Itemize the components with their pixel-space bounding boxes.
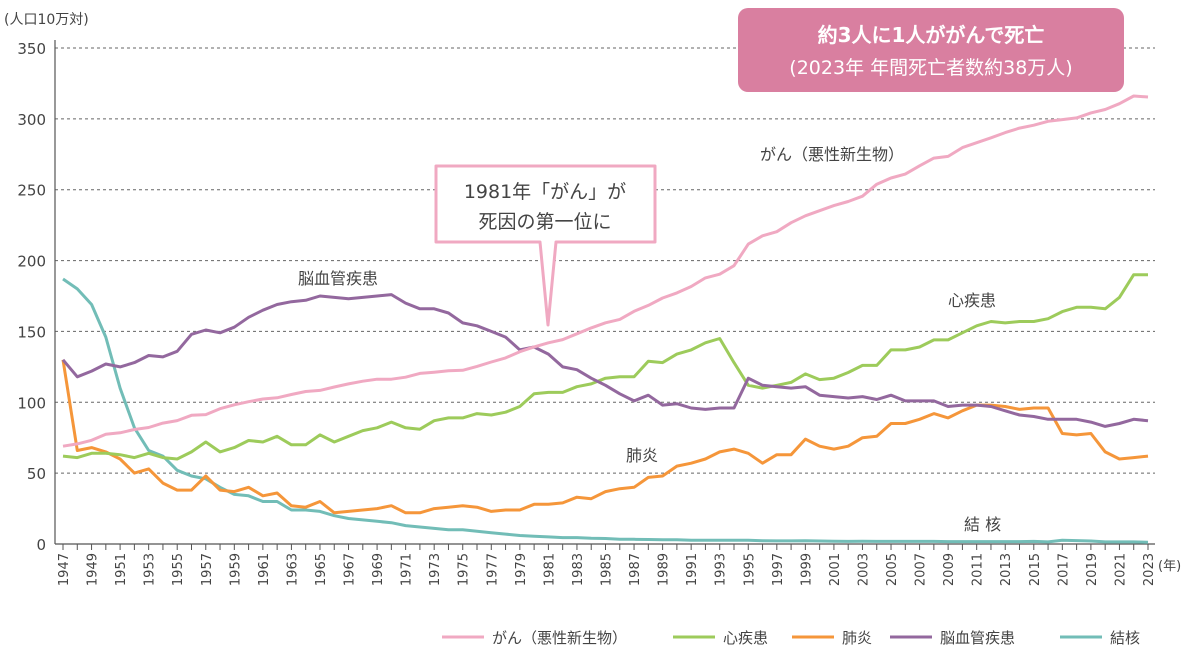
x-tick-label: 1991 [685, 553, 700, 586]
x-tick-label: 1975 [457, 553, 472, 586]
x-tick-label: 2013 [999, 553, 1014, 586]
x-tick-label: 1983 [571, 553, 586, 586]
x-tick-label: 2011 [971, 553, 986, 586]
x-tick-label: 1987 [628, 553, 643, 586]
x-tick-label: 2005 [885, 553, 900, 586]
x-tick-label: 1969 [371, 553, 386, 586]
x-tick-label: 2015 [1028, 553, 1043, 586]
x-tick-label: 1955 [171, 553, 186, 586]
series-label-heart: 心疾患 [948, 291, 996, 310]
x-tick-label: 1961 [257, 553, 272, 586]
x-tick-label: 1965 [314, 553, 329, 586]
series-line-heart [62, 273, 1148, 461]
x-tick-label: 2019 [1085, 553, 1100, 586]
x-tick-label: 2001 [828, 553, 843, 586]
y-tick-label: 200 [17, 253, 46, 271]
x-unit-label: (年) [1158, 559, 1181, 574]
series-line-pneumonia [61, 359, 1149, 515]
x-tick-label: 1963 [285, 553, 300, 586]
y-tick-label: 0 [36, 536, 46, 554]
series-line-tuberculosis [62, 277, 1149, 544]
callout-line2: 死因の第一位に [478, 211, 611, 233]
x-tick-label: 1977 [485, 553, 500, 586]
x-axis-ticks: 1947 1949 1951 1953 1955 1957 1959 1961 1963 1965… [57, 544, 1157, 586]
callout-box: 1981年「がん」が 死因の第一位に [434, 164, 657, 327]
x-tick-label: 2017 [1056, 553, 1071, 586]
x-tick-label: 1949 [86, 553, 101, 586]
x-tick-label: 1947 [57, 553, 72, 586]
series-line-cancer [62, 94, 1149, 448]
x-tick-label: 1957 [200, 553, 215, 586]
legend-label-pneumonia: 肺炎 [842, 629, 872, 647]
y-tick-label: 150 [17, 323, 46, 341]
x-tick-label: 2009 [942, 553, 957, 586]
series-line-cerebrovascular [61, 293, 1149, 428]
x-tick-label: 1971 [400, 553, 415, 586]
y-tick-label: 100 [17, 394, 46, 412]
headline-line1: 約3人に1人ががんで死亡 [818, 23, 1045, 47]
x-tick-label: 1993 [714, 553, 729, 586]
y-axis-ticks: 0 50 100 150 200 250 300 350 [17, 40, 46, 554]
x-tick-label: 1973 [428, 553, 443, 586]
x-tick-label: 1999 [799, 553, 814, 586]
x-tick-label: 1959 [228, 553, 243, 586]
x-tick-label: 1997 [771, 553, 786, 586]
y-tick-label: 50 [27, 465, 46, 483]
legend-label-heart: 心疾患 [723, 629, 768, 647]
series-label-pneumonia: 肺炎 [626, 446, 658, 465]
y-tick-label: 350 [17, 40, 46, 58]
x-tick-label: 2003 [856, 553, 871, 586]
legend-label-cerebrovascular: 脳血管疾患 [940, 629, 1015, 647]
x-tick-label: 1967 [343, 553, 358, 586]
series-lines [61, 94, 1149, 544]
y-tick-label: 250 [17, 182, 46, 200]
series-label-cancer: がん（悪性新生物） [760, 145, 904, 164]
y-tick-label: 300 [17, 111, 46, 129]
legend-label-cancer: がん（悪性新生物） [492, 629, 627, 647]
x-tick-label: 1981 [542, 553, 557, 586]
series-label-cerebrovascular: 脳血管疾患 [298, 269, 378, 288]
x-tick-label: 2007 [914, 553, 929, 586]
x-tick-label: 1951 [114, 553, 129, 586]
x-tick-label: 1953 [143, 553, 158, 586]
headline-box: 約3人に1人ががんで死亡 (2023年 年間死亡者数約38万人) [738, 8, 1124, 92]
y-unit-label: (人口10万対) [4, 12, 89, 28]
x-tick-label: 1985 [600, 553, 615, 586]
x-tick-label: 1979 [514, 553, 529, 586]
legend: がん（悪性新生物） 心疾患 肺炎 脳血管疾患 結核 [442, 629, 1140, 647]
series-label-tuberculosis: 結 核 [964, 515, 1001, 534]
headline-line2: (2023年 年間死亡者数約38万人) [789, 57, 1072, 79]
legend-label-tuberculosis: 結核 [1110, 629, 1140, 647]
x-tick-label: 2023 [1142, 553, 1157, 586]
x-tick-label: 1989 [657, 553, 672, 586]
x-tick-label: 2021 [1113, 553, 1128, 586]
callout-line1: 1981年「がん」が [464, 181, 626, 203]
x-tick-label: 1995 [742, 553, 757, 586]
